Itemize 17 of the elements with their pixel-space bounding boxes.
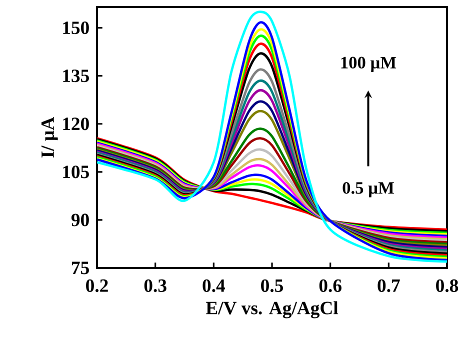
y-tick-label: 135 <box>63 70 89 82</box>
x-tick-label: 0.4 <box>202 279 225 292</box>
x-tick-label: 0.2 <box>86 279 108 292</box>
x-axis-title: E/V vs. Ag/AgCl <box>206 301 338 318</box>
x-tick-label: 0.3 <box>144 279 166 292</box>
x-tick-label: 0.6 <box>319 279 342 292</box>
x-tick-label: 0.7 <box>378 279 400 292</box>
y-tick-label: 90 <box>71 214 89 226</box>
annotation: 0.5 µM <box>342 182 394 198</box>
x-tick-label: 0.8 <box>436 279 458 292</box>
y-tick-label: 105 <box>63 166 89 178</box>
y-tick-label: 150 <box>63 22 89 34</box>
x-tick-label: 0.5 <box>261 279 283 292</box>
y-tick-label: 75 <box>72 262 89 274</box>
y-tick-label: 120 <box>63 118 89 130</box>
annotation: 100 µM <box>341 56 396 72</box>
y-axis-title: I/ µA <box>41 116 58 158</box>
